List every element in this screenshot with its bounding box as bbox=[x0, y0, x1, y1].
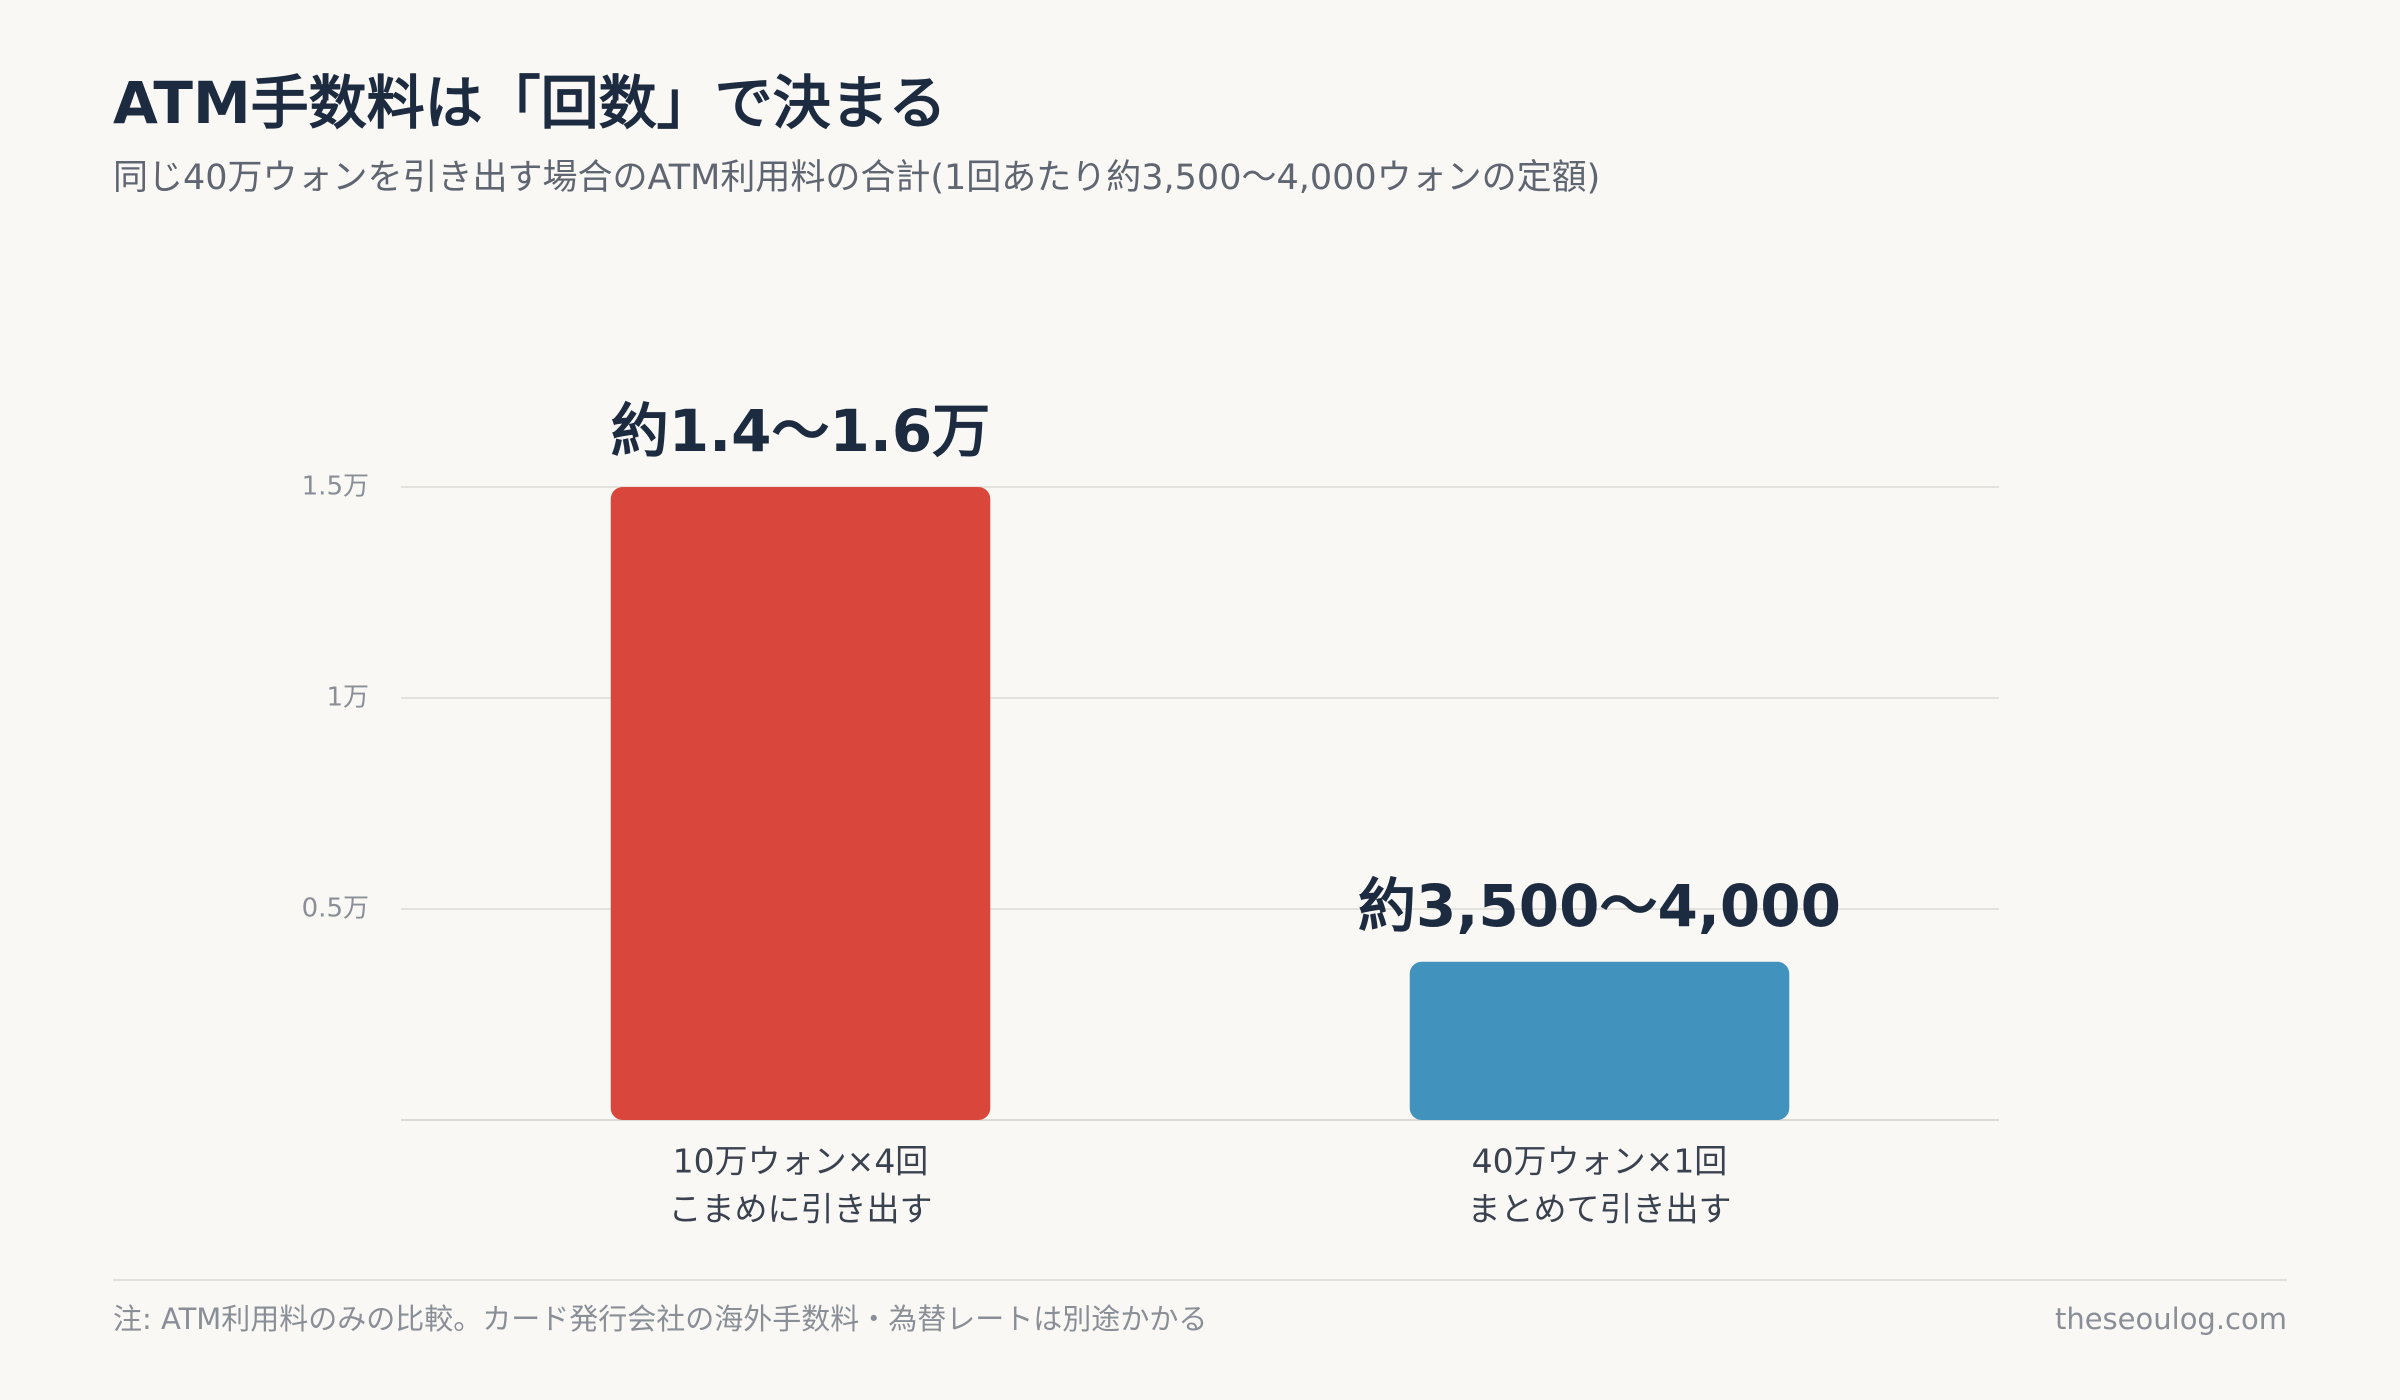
y-tick-label: 1万 bbox=[326, 683, 369, 713]
x-tick-label: 10万ウォン×4回 bbox=[673, 1142, 929, 1181]
x-tick-label: まとめて引き出す bbox=[1468, 1190, 1732, 1229]
x-tick-label: 40万ウォン×1回 bbox=[1472, 1142, 1728, 1181]
chart-title: ATM手数料は「回数」で決まる bbox=[113, 69, 947, 137]
y-tick-label: 1.5万 bbox=[302, 472, 369, 502]
bar bbox=[1409, 961, 1790, 1120]
value-label: 約1.4〜1.6万 bbox=[611, 397, 991, 465]
x-tick-label: こまめに引き出す bbox=[669, 1190, 933, 1229]
y-tick-label: 0.5万 bbox=[302, 894, 369, 924]
value-label: 約3,500〜4,000 bbox=[1358, 872, 1841, 940]
source: theseoulog.com bbox=[2055, 1302, 2287, 1336]
chart-subtitle: 同じ40万ウォンを引き出す場合のATM利用料の合計(1回あたり約3,500〜4,… bbox=[113, 158, 1600, 198]
bar bbox=[610, 487, 991, 1120]
note: 注: ATM利用料のみの比較。カード発行会社の海外手数料・為替レートは別途かかる bbox=[113, 1302, 1207, 1336]
